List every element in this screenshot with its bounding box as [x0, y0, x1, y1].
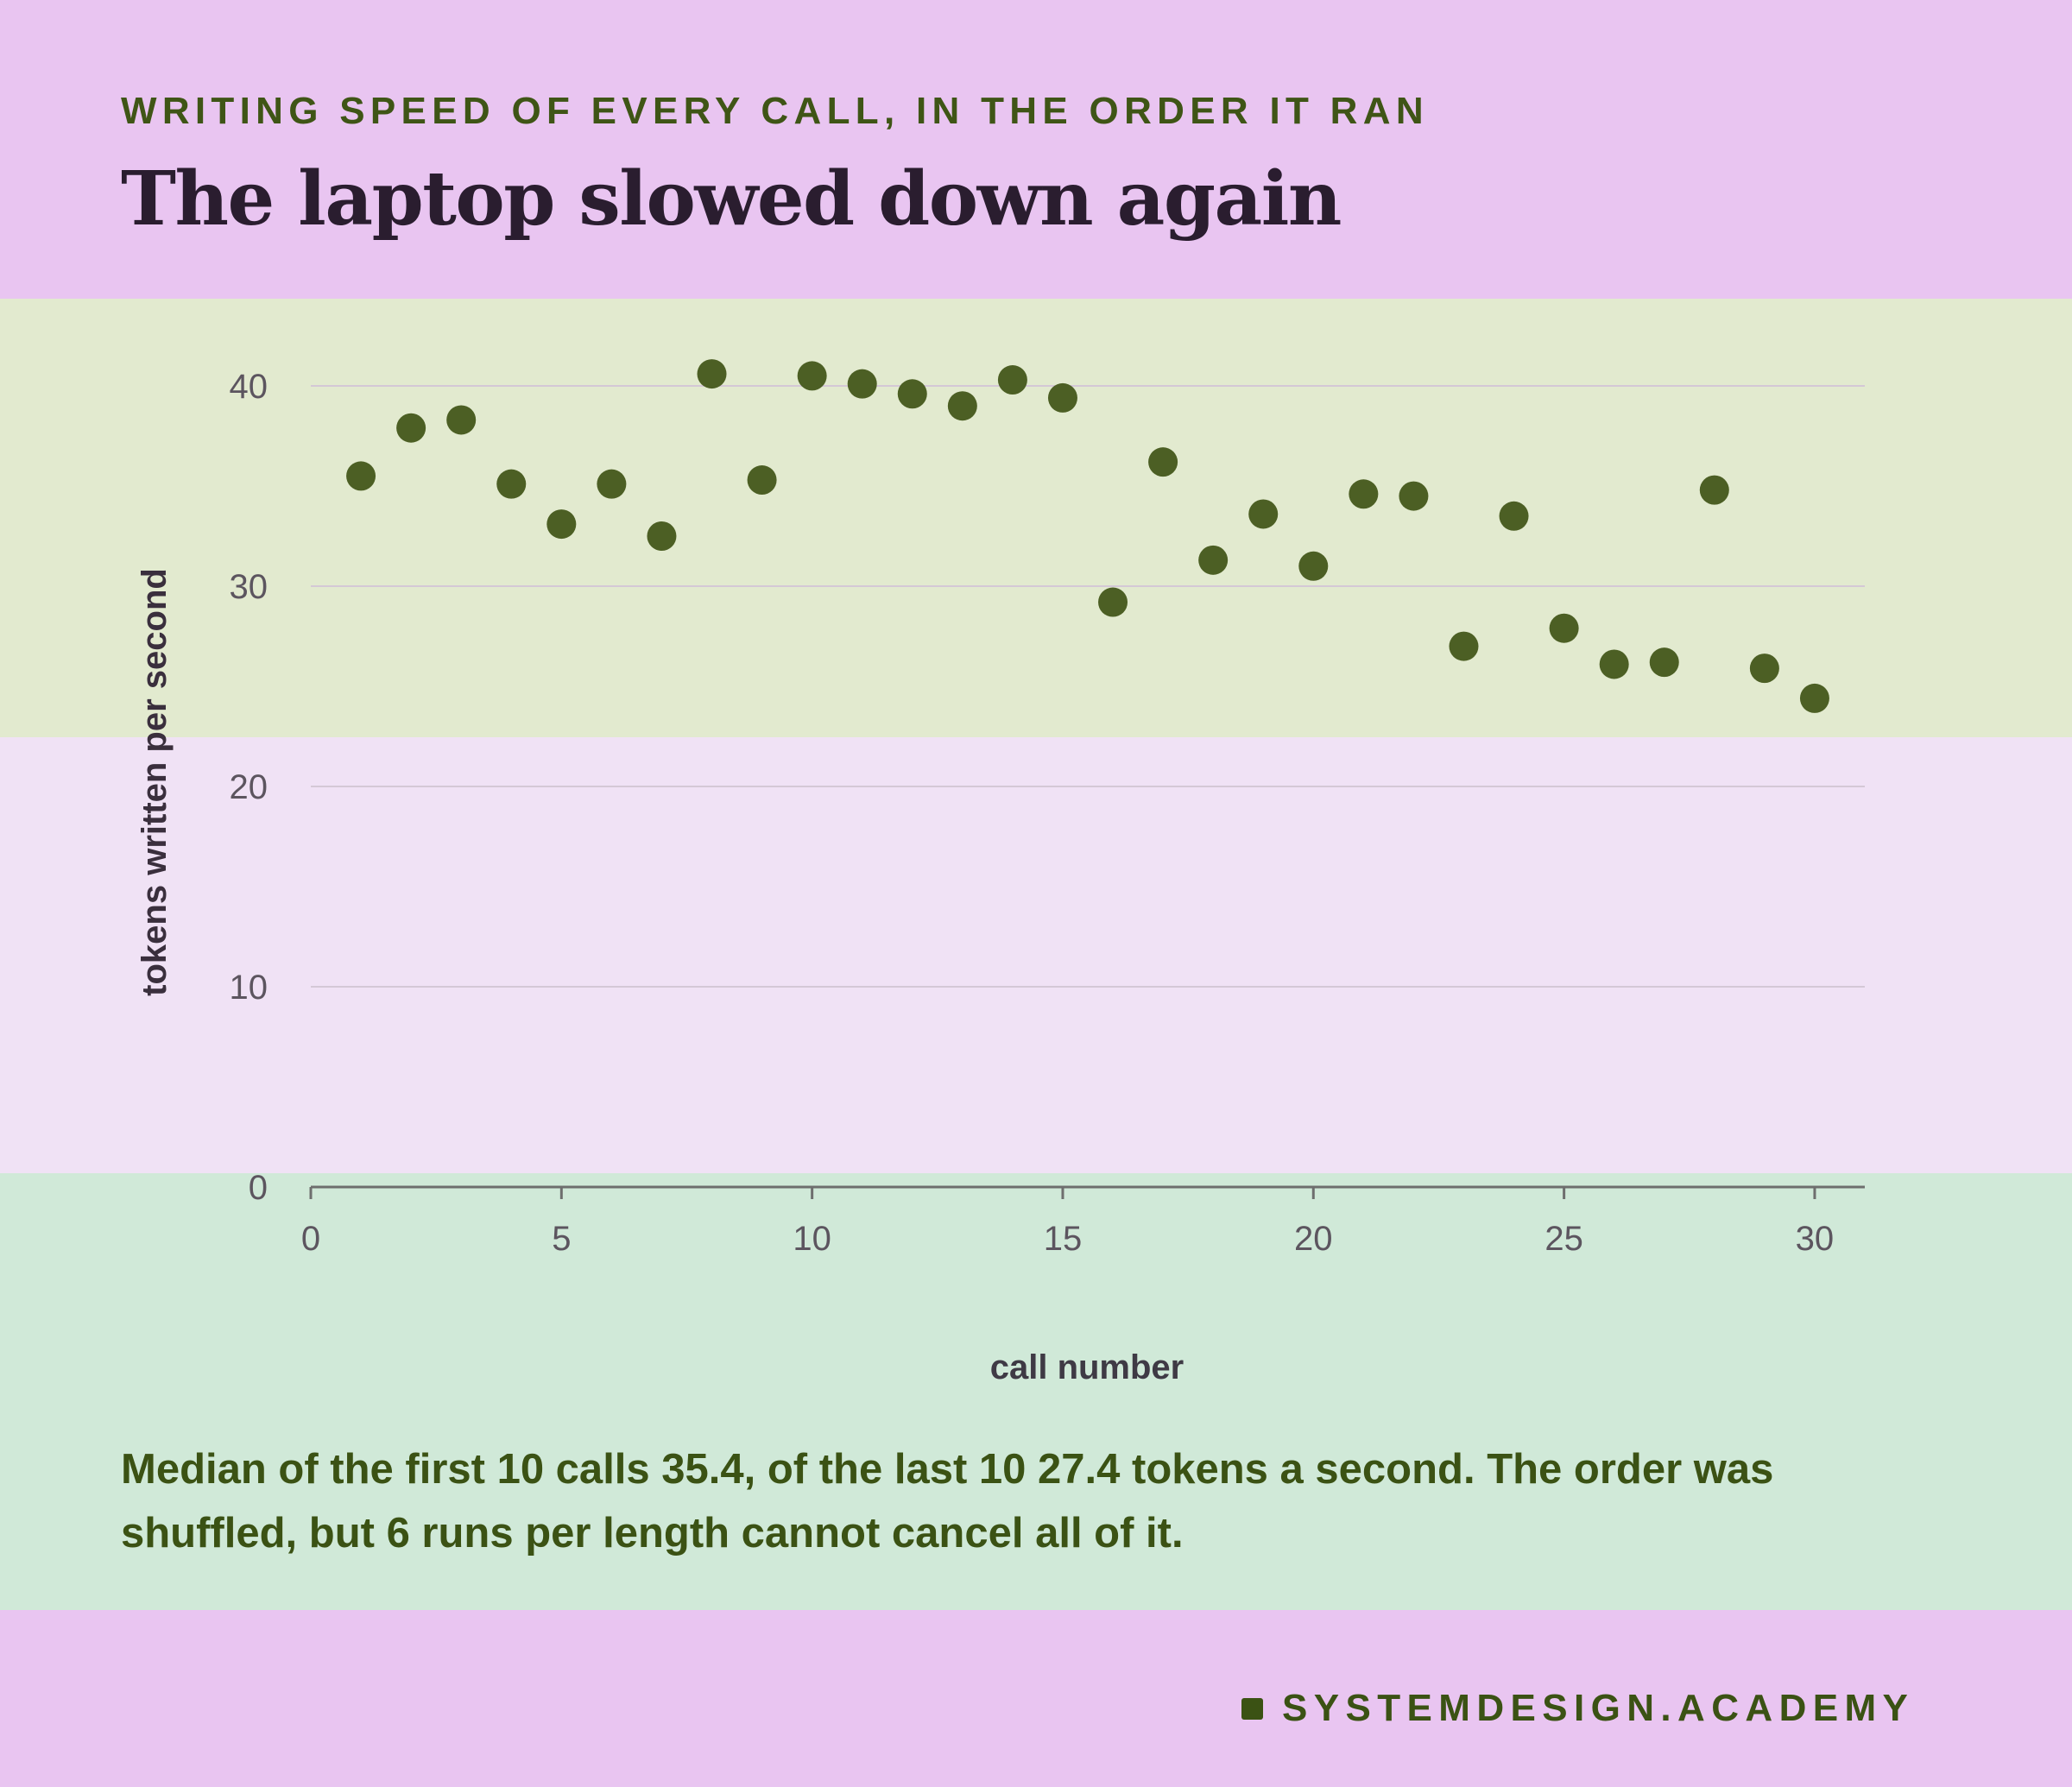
background-band-mint [0, 1173, 2072, 1610]
chart-kicker: WRITING SPEED OF EVERY CALL, IN THE ORDE… [121, 90, 1429, 132]
data-point [1298, 551, 1329, 581]
background-band-lilac [0, 737, 2072, 1173]
data-point [697, 359, 727, 389]
x-tick-label: 10 [793, 1220, 831, 1258]
data-point [1749, 654, 1779, 684]
data-point [1649, 647, 1679, 678]
y-tick-label: 10 [230, 969, 268, 1007]
data-point [1449, 631, 1479, 661]
x-tick-label: 15 [1044, 1220, 1083, 1258]
data-point [1148, 447, 1178, 477]
x-tick-label: 0 [301, 1220, 320, 1258]
data-points [346, 359, 1829, 713]
data-point [1047, 382, 1077, 413]
data-point [446, 405, 477, 435]
y-axis-label: tokens written per second [136, 568, 174, 996]
chart-title: The laptop slowed down again [121, 155, 1342, 243]
brand-name: SYSTEMDESIGN.ACADEMY [1282, 1687, 1915, 1729]
data-point [1349, 479, 1379, 509]
data-point [1399, 481, 1429, 511]
data-point [346, 461, 376, 491]
x-axis [309, 1185, 1865, 1199]
x-tick-label: 25 [1545, 1220, 1583, 1258]
footer-band [0, 1610, 2072, 1787]
data-point [1599, 649, 1629, 679]
data-point [1499, 501, 1529, 531]
chart-caption: Median of the first 10 calls 35.4, of th… [121, 1446, 1774, 1557]
data-point [1799, 683, 1829, 713]
header-band [0, 0, 2072, 299]
x-axis-label: call number [990, 1348, 1184, 1386]
data-point [396, 413, 426, 443]
brand-footer: SYSTEMDESIGN.ACADEMY [1241, 1687, 1914, 1730]
y-tick-label: 20 [230, 768, 268, 806]
y-tick-label: 30 [230, 568, 268, 606]
data-point [1198, 545, 1229, 575]
x-tick-label: 20 [1294, 1220, 1333, 1258]
data-point [546, 509, 577, 540]
x-tick-label: 30 [1796, 1220, 1835, 1258]
data-point [797, 361, 827, 391]
data-point [847, 369, 877, 399]
data-point [1248, 499, 1279, 529]
tick-labels: 0 10 20 30 40 0 5 10 15 20 25 30 [230, 368, 1835, 1258]
data-point [1699, 475, 1729, 505]
y-tick-label: 0 [249, 1169, 268, 1207]
data-point [1549, 613, 1579, 643]
data-point [947, 391, 977, 421]
data-point [747, 465, 777, 496]
grid-lines [311, 385, 1865, 988]
x-tick-label: 5 [552, 1220, 571, 1258]
brand-square-icon [1241, 1697, 1263, 1720]
y-tick-label: 40 [230, 368, 268, 406]
background-band-green [0, 299, 2072, 737]
data-point [597, 469, 627, 499]
data-point [897, 379, 927, 409]
data-point [496, 469, 527, 499]
data-point [647, 521, 677, 551]
data-point [997, 365, 1027, 395]
data-point [1098, 587, 1128, 617]
